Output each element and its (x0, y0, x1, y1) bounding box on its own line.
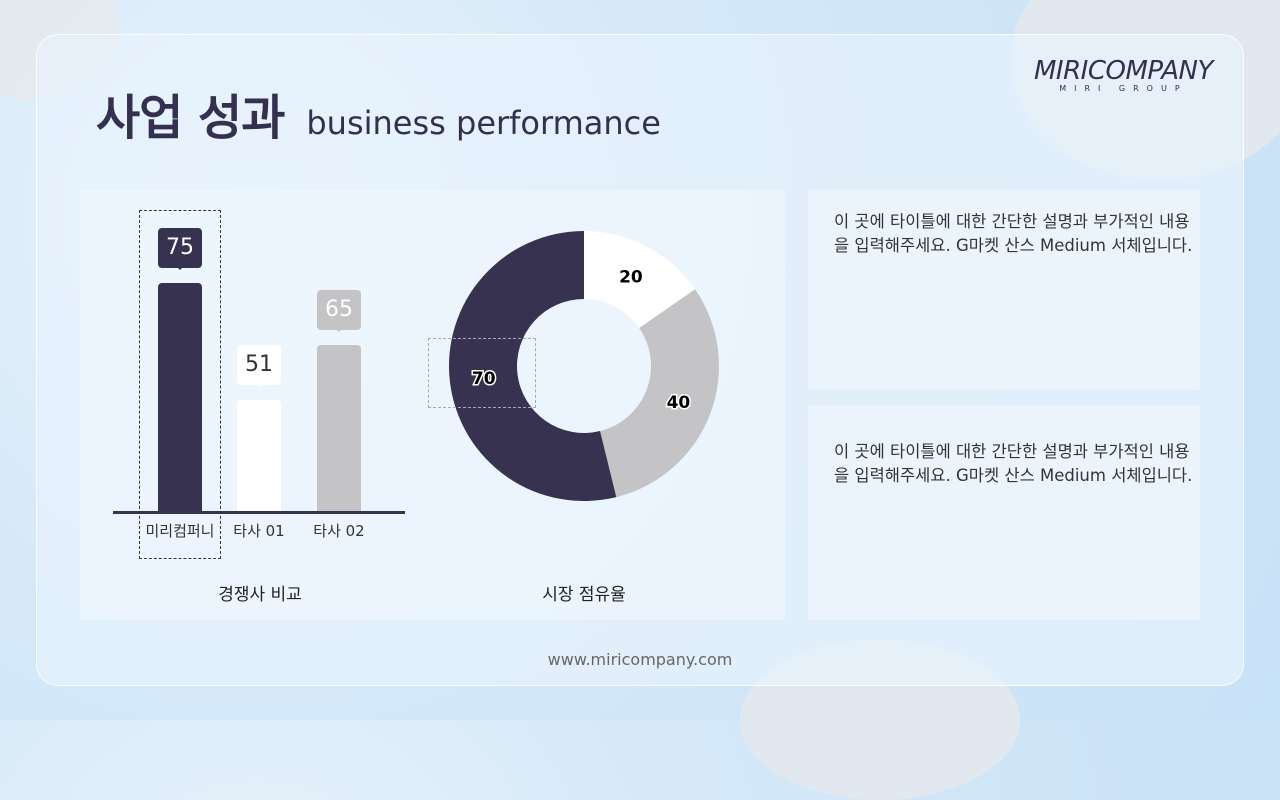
company-logo: MIRICOMPANY MIRI GROUP (1034, 56, 1213, 93)
description-text-1: 이 곳에 타이틀에 대한 간단한 설명과 부가적인 내용을 입력해주세요. G마… (834, 212, 1193, 255)
bar (237, 399, 281, 512)
logo-text: MIRICOMPANY (1034, 56, 1213, 86)
description-text-2: 이 곳에 타이틀에 대한 간단한 설명과 부가적인 내용을 입력해주세요. G마… (834, 442, 1193, 485)
bar-value-label: 75 (158, 228, 202, 270)
donut-value-label: 20 (619, 268, 643, 288)
website-url[interactable]: www.miricompany.com (547, 650, 733, 669)
bar-category-label: 미리컴퍼니 (145, 522, 215, 540)
bar-value-label: 65 (317, 290, 361, 333)
description-box-2 (808, 405, 1200, 620)
donut-slice (448, 231, 617, 502)
bar-chart-title: 경쟁사 비교 (218, 585, 302, 605)
page-title: 사업 성과 business performance (96, 78, 661, 148)
donut-chart-title: 시장 점유율 (542, 585, 626, 605)
description-box-1 (808, 190, 1200, 390)
donut-slice (600, 289, 720, 498)
bar (317, 345, 361, 512)
bar-axis-line (113, 511, 405, 514)
bar-value-label: 51 (237, 344, 281, 387)
donut-chart: 20 40 70 (448, 231, 720, 502)
donut-slice (584, 231, 696, 328)
logo-subtext: MIRI GROUP (1059, 84, 1188, 93)
highlight-box (139, 210, 221, 559)
bar-category-label: 타사 02 (313, 522, 365, 540)
bar-category-label: 타사 01 (233, 522, 285, 540)
highlight-box (428, 338, 536, 408)
title-english: business performance (306, 104, 661, 142)
donut-value-label: 40 (667, 393, 691, 413)
bar (158, 283, 202, 512)
title-korean: 사업 성과 (96, 90, 285, 146)
donut-value-label: 70 (472, 369, 496, 389)
